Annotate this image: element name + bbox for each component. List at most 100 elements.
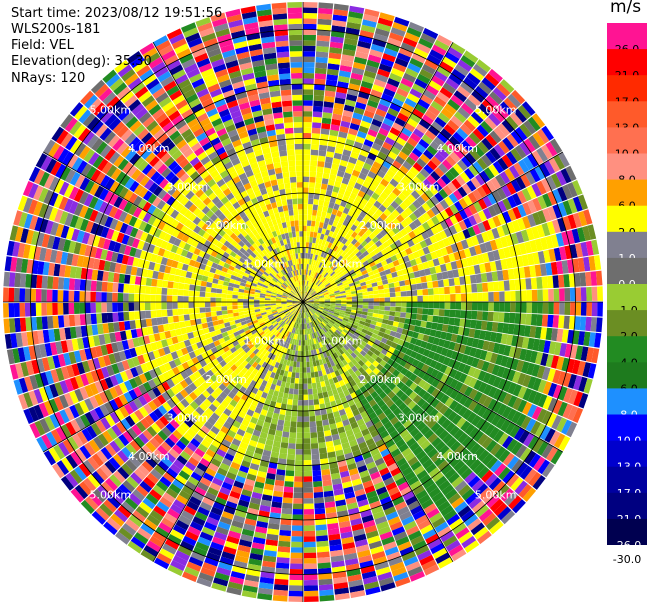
range-gate-bin — [432, 280, 439, 288]
range-gate-bin — [320, 284, 325, 290]
range-gate-bin — [307, 295, 313, 299]
range-gate-bin — [511, 89, 526, 105]
range-gate-bin — [386, 169, 396, 179]
range-gate-bin — [400, 312, 407, 318]
range-gate-bin — [364, 8, 380, 18]
range-gate-bin — [383, 173, 393, 183]
range-gate-bin — [259, 302, 265, 305]
range-gate-bin — [488, 68, 503, 83]
range-gate-bin — [320, 128, 330, 135]
range-gate-bin — [422, 295, 429, 302]
range-gate-bin — [318, 238, 323, 245]
range-gate-bin — [117, 302, 124, 312]
range-gate-bin — [425, 199, 435, 209]
range-gate-bin — [319, 452, 328, 460]
range-gate-bin — [313, 248, 317, 255]
range-gate-bin — [216, 310, 223, 316]
range-gate-bin — [340, 212, 348, 220]
range-gate-bin — [383, 288, 390, 294]
range-gate-bin — [204, 297, 211, 302]
range-gate-bin — [68, 314, 76, 327]
range-gate-bin — [387, 278, 394, 284]
range-gate-bin — [316, 546, 330, 553]
range-gate-bin — [303, 383, 308, 390]
range-gate-bin — [303, 438, 311, 444]
range-gate-bin — [591, 286, 598, 301]
range-gate-bin — [323, 280, 329, 285]
range-gate-bin — [324, 90, 336, 98]
range-gate-bin — [448, 278, 455, 287]
range-gate-bin — [480, 320, 488, 331]
range-gate-bin — [353, 219, 361, 227]
range-gate-bin — [294, 470, 303, 477]
range-gate-bin — [337, 81, 349, 89]
range-gate-bin — [430, 100, 444, 112]
range-gate-bin — [312, 284, 317, 290]
range-gate-bin — [309, 361, 314, 368]
range-gate-bin — [365, 157, 375, 166]
range-gate-bin — [288, 585, 303, 592]
range-gate-bin — [400, 77, 414, 88]
range-gate-bin — [289, 579, 303, 586]
range-gate-bin — [421, 134, 433, 145]
range-gate-bin — [392, 174, 403, 183]
range-gate-bin — [456, 85, 471, 98]
range-gate-bin — [385, 196, 394, 205]
range-gate-bin — [478, 81, 492, 95]
range-gate-bin — [328, 52, 342, 60]
range-gate-bin — [398, 47, 413, 58]
range-gate-bin — [472, 161, 484, 174]
range-gate-bin — [416, 172, 426, 182]
range-gate-bin — [379, 98, 391, 108]
range-gate-bin — [362, 295, 369, 299]
range-gate-bin — [303, 389, 308, 395]
range-gate-bin — [321, 117, 332, 125]
range-gate-bin — [448, 193, 459, 204]
range-gate-bin — [326, 235, 332, 243]
range-gate-bin — [232, 302, 238, 306]
range-gate-bin — [305, 274, 308, 281]
range-gate-bin — [394, 57, 409, 68]
range-gate-bin — [273, 589, 288, 597]
range-gate-bin — [311, 377, 316, 384]
range-gate-bin — [395, 205, 404, 214]
range-gate-bin — [338, 131, 348, 139]
range-gate-bin — [382, 160, 392, 169]
range-gate-bin — [310, 149, 319, 156]
range-gate-bin — [307, 377, 312, 384]
range-gate-bin — [427, 160, 438, 171]
range-gate-bin — [290, 547, 303, 553]
range-gate-bin — [362, 298, 369, 302]
range-gate-bin — [205, 307, 211, 313]
range-gate-bin — [332, 108, 344, 116]
range-gate-bin — [378, 310, 385, 315]
range-gate-bin — [312, 111, 323, 118]
range-gate-bin — [493, 302, 500, 312]
range-gate-bin — [379, 146, 390, 156]
range-gate-bin — [347, 235, 355, 243]
range-gate-bin — [329, 279, 335, 285]
range-gate-bin — [373, 302, 380, 306]
range-gate-bin — [433, 308, 440, 316]
range-gate-bin — [350, 151, 360, 160]
range-gate-bin — [47, 316, 54, 329]
range-gate-bin — [290, 421, 297, 428]
range-gate-bin — [363, 70, 377, 79]
range-gate-bin — [390, 27, 406, 37]
range-gate-bin — [363, 243, 371, 251]
range-gate-bin — [318, 584, 334, 591]
range-gate-bin — [303, 460, 312, 466]
range-gate-bin — [307, 269, 310, 276]
range-gate-bin — [340, 224, 347, 231]
range-gate-bin — [330, 213, 336, 221]
range-gate-bin — [305, 242, 310, 248]
range-gate-bin — [308, 394, 314, 400]
range-gate-bin — [498, 312, 505, 323]
range-gate-bin — [481, 77, 496, 91]
range-gate-bin — [292, 514, 303, 521]
range-gate-bin — [422, 178, 433, 189]
range-gate-bin — [564, 288, 571, 301]
range-gate-bin — [172, 295, 178, 302]
range-gate-bin — [309, 264, 313, 271]
range-gate-bin — [356, 96, 368, 105]
